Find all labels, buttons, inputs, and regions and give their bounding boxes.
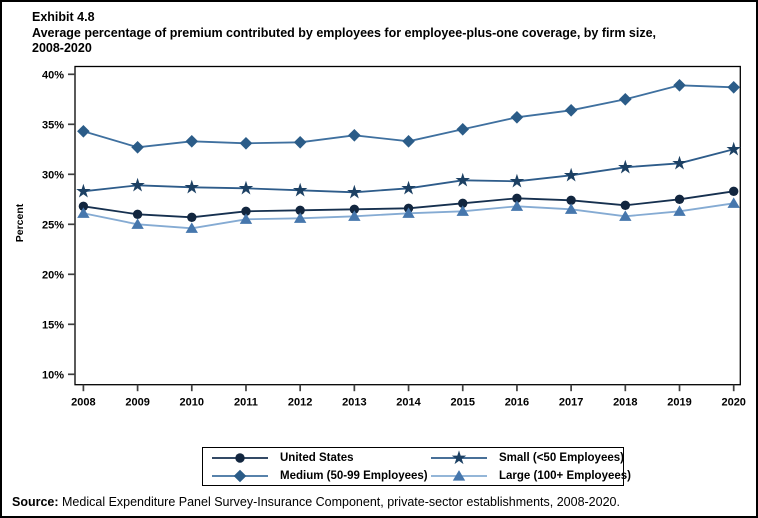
x-axis-tick-label: 2020 xyxy=(721,397,745,409)
source-note: Source: Medical Expenditure Panel Survey… xyxy=(12,495,620,509)
data-point-star-small-50-employees xyxy=(672,155,687,170)
data-point-triangle-large-100-employees xyxy=(619,210,632,221)
legend-marker-small-50-employees xyxy=(451,449,467,464)
legend-circle-icon xyxy=(212,452,268,463)
data-point-circle-united-states xyxy=(620,200,631,210)
data-point-star-small-50-employees xyxy=(238,180,254,195)
x-axis-tick-label: 2012 xyxy=(288,397,312,409)
data-point-circle-united-states xyxy=(132,209,143,219)
data-point-star-small-50-employees xyxy=(509,173,525,188)
data-point-triangle-large-100-employees xyxy=(402,207,415,218)
data-point-diamond-medium-50-99-employees xyxy=(131,141,144,154)
chart-legend: United States Small (<50 Employees) Medium… xyxy=(202,447,631,486)
data-point-star-small-50-employees xyxy=(130,177,145,192)
data-point-diamond-medium-50-99-employees xyxy=(619,93,632,106)
data-point-diamond-medium-50-99-employees xyxy=(456,123,470,136)
source-label: Source: xyxy=(12,495,59,509)
legend-item-small-50-employees: Small (<50 Employees) xyxy=(430,449,631,466)
data-point-star-small-50-employees xyxy=(184,179,200,194)
y-axis-tick-label: 35% xyxy=(42,119,64,131)
data-point-triangle-large-100-employees xyxy=(673,205,686,216)
source-text: Medical Expenditure Panel Survey-Insuran… xyxy=(58,495,620,509)
data-point-star-small-50-employees xyxy=(76,183,91,198)
data-point-star-small-50-employees xyxy=(401,180,416,195)
legend-marker-medium-50-99-employees xyxy=(233,469,247,482)
data-point-diamond-medium-50-99-employees xyxy=(185,135,199,148)
x-axis-tick-label: 2010 xyxy=(180,397,204,409)
data-point-circle-united-states xyxy=(295,205,305,215)
legend-marker-large-100-employees xyxy=(452,469,466,481)
data-point-triangle-large-100-employees xyxy=(239,213,253,224)
y-axis-tick-label: 25% xyxy=(42,219,64,231)
data-point-star-small-50-employees xyxy=(618,159,633,174)
data-point-diamond-medium-50-99-employees xyxy=(402,135,415,148)
data-point-diamond-medium-50-99-employees xyxy=(564,104,578,117)
data-point-diamond-medium-50-99-employees xyxy=(348,129,361,142)
x-axis-tick-label: 2018 xyxy=(613,397,637,409)
data-point-circle-united-states xyxy=(241,206,251,216)
data-point-circle-united-states xyxy=(729,186,739,196)
y-axis-tick-label: 10% xyxy=(42,369,64,381)
x-axis-tick-label: 2009 xyxy=(125,397,149,409)
y-axis-tick-label: 20% xyxy=(42,269,64,281)
data-point-diamond-medium-50-99-employees xyxy=(673,79,686,92)
data-point-circle-united-states xyxy=(674,194,685,204)
data-point-circle-united-states xyxy=(512,193,522,203)
x-axis-tick-label: 2015 xyxy=(450,397,474,409)
chart-title-line1: Average percentage of premium contribute… xyxy=(32,25,657,40)
legend-label: Small (<50 Employees) xyxy=(499,451,624,464)
legend-item-united-states: United States xyxy=(211,450,430,466)
data-point-star-small-50-employees xyxy=(347,184,362,199)
x-axis-tick-label: 2014 xyxy=(396,397,421,409)
data-point-triangle-large-100-employees xyxy=(564,203,578,214)
data-point-star-small-50-employees xyxy=(563,167,579,182)
y-axis-tick-label: 30% xyxy=(42,169,64,181)
legend-marker-united-states xyxy=(235,452,245,463)
line-chart: 10% 15% 20% 25% 30% 35% 40% 2008 2009 2010 2011 201… xyxy=(42,65,746,409)
x-axis-tick-label: 2016 xyxy=(505,397,529,409)
x-axis-tick-label: 2019 xyxy=(667,397,691,409)
data-point-circle-united-states xyxy=(78,201,89,211)
data-point-star-small-50-employees xyxy=(292,182,308,197)
y-axis-tick-label: 40% xyxy=(42,69,64,81)
plot-area xyxy=(74,65,741,386)
data-point-triangle-large-100-employees xyxy=(456,205,469,216)
exhibit-number: Exhibit 4.8 xyxy=(32,10,95,24)
data-point-circle-united-states xyxy=(349,204,360,214)
data-point-diamond-medium-50-99-employees xyxy=(510,111,524,124)
legend-triangle-icon xyxy=(431,469,487,481)
legend-star-icon xyxy=(431,449,487,464)
data-point-circle-united-states xyxy=(566,195,576,205)
x-axis-tick-label: 2017 xyxy=(559,397,583,409)
x-axis-tick-label: 2013 xyxy=(342,397,366,409)
data-point-triangle-large-100-employees xyxy=(727,197,740,208)
data-point-circle-united-states xyxy=(458,198,468,208)
data-point-diamond-medium-50-99-employees xyxy=(293,136,307,149)
legend-label: Large (100+ Employees) xyxy=(499,469,631,482)
data-point-triangle-large-100-employees xyxy=(348,210,361,221)
chart-title-block: Exhibit 4.8 Average percentage of premiu… xyxy=(32,10,747,57)
data-point-triangle-large-100-employees xyxy=(77,207,90,218)
legend-diamond-icon xyxy=(212,469,268,482)
legend-label: United States xyxy=(280,451,354,464)
y-axis-tick-label: 15% xyxy=(42,319,64,331)
data-point-diamond-medium-50-99-employees xyxy=(239,137,253,150)
x-axis-tick-label: 2011 xyxy=(234,397,258,409)
legend-item-medium-50-99-employees: Medium (50-99 Employees) xyxy=(211,468,430,484)
chart-title-line2: 2008-2020 xyxy=(32,41,92,55)
data-point-star-small-50-employees xyxy=(726,141,741,156)
data-point-triangle-large-100-employees xyxy=(293,212,307,223)
data-point-triangle-large-100-employees xyxy=(131,218,144,229)
data-point-diamond-medium-50-99-employees xyxy=(727,81,740,94)
legend-label: Medium (50-99 Employees) xyxy=(280,469,428,482)
data-point-circle-united-states xyxy=(187,212,197,222)
legend-item-large-100-employees: Large (100+ Employees) xyxy=(430,468,631,484)
x-axis-tick-label: 2008 xyxy=(71,397,95,409)
data-point-triangle-large-100-employees xyxy=(185,222,198,233)
data-point-star-small-50-employees xyxy=(455,172,470,187)
data-point-triangle-large-100-employees xyxy=(510,200,524,211)
